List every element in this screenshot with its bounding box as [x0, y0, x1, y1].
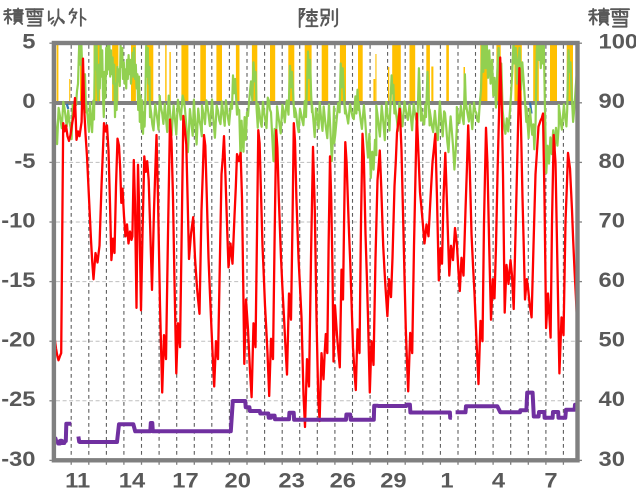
- svg-text:-20: -20: [1, 328, 35, 351]
- svg-text:70: 70: [599, 209, 625, 232]
- svg-text:30: 30: [599, 447, 625, 470]
- svg-text:0: 0: [22, 89, 35, 112]
- svg-text:60: 60: [599, 268, 625, 291]
- svg-text:1: 1: [440, 469, 453, 492]
- svg-text:-25: -25: [1, 387, 35, 410]
- svg-text:-15: -15: [1, 268, 35, 291]
- svg-text:80: 80: [599, 149, 625, 172]
- svg-text:14: 14: [119, 469, 146, 492]
- svg-text:26: 26: [330, 469, 356, 492]
- svg-text:-10: -10: [1, 209, 35, 232]
- svg-text:23: 23: [278, 469, 304, 492]
- svg-text:20: 20: [225, 469, 251, 492]
- svg-text:4: 4: [492, 469, 506, 492]
- svg-text:5: 5: [22, 30, 35, 53]
- svg-text:7: 7: [544, 469, 557, 492]
- svg-text:-30: -30: [1, 447, 35, 470]
- svg-text:17: 17: [172, 469, 198, 492]
- svg-text:-5: -5: [14, 149, 35, 172]
- svg-text:100: 100: [599, 30, 636, 53]
- svg-text:90: 90: [599, 89, 625, 112]
- svg-text:50: 50: [599, 328, 625, 351]
- svg-text:11: 11: [65, 469, 90, 492]
- svg-text:40: 40: [599, 387, 625, 410]
- svg-text:29: 29: [380, 469, 406, 492]
